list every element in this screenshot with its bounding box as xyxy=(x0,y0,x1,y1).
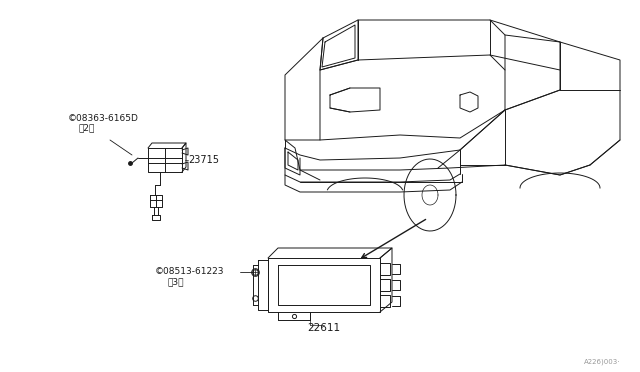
Text: （2）: （2） xyxy=(78,124,94,132)
Text: ©08363-6165D: ©08363-6165D xyxy=(68,113,139,122)
Text: ©08513-61223: ©08513-61223 xyxy=(155,267,225,276)
Text: A226)003·: A226)003· xyxy=(584,359,620,365)
Text: 23715: 23715 xyxy=(188,155,219,165)
Text: 22611: 22611 xyxy=(307,323,340,333)
Text: （3）: （3） xyxy=(168,278,184,286)
